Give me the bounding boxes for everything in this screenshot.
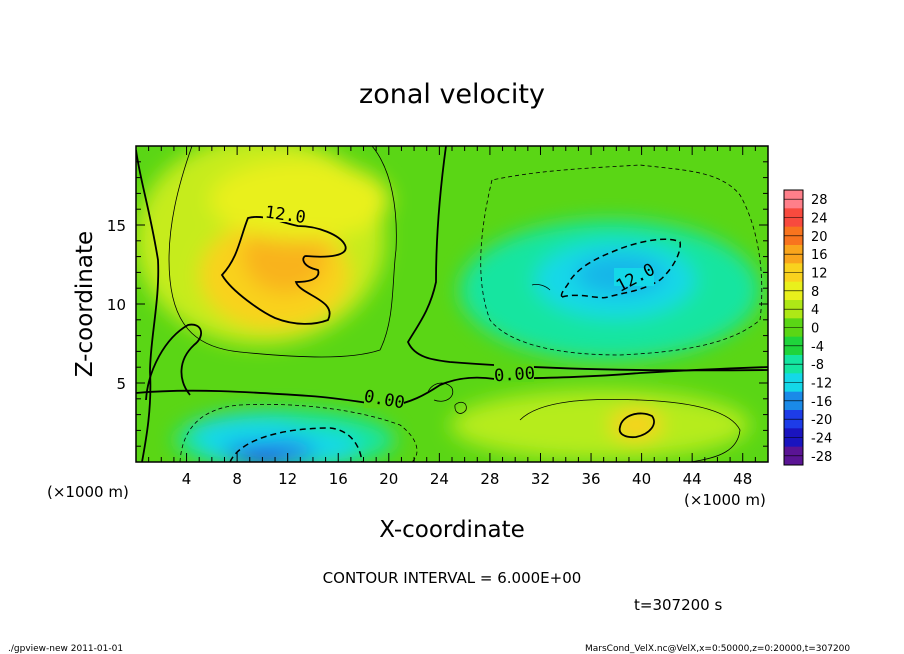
chart-title: zonal velocity	[359, 79, 545, 110]
x-tick-label: 28	[480, 470, 499, 488]
field-blob	[190, 416, 300, 444]
contour-neg12-lower	[229, 427, 363, 462]
contour-label-0-right: 0.00	[493, 364, 535, 387]
colorbar-label: -4	[811, 340, 824, 355]
contour-12-positive	[220, 216, 347, 325]
x-tick-label: 24	[430, 470, 449, 488]
x-tick-label: 4	[182, 470, 192, 488]
colorbar-label: 20	[811, 230, 828, 245]
contour-0-inner-loop	[145, 323, 202, 401]
x-axis-label: X-coordinate	[379, 517, 525, 543]
x-tick-label: 48	[733, 470, 752, 488]
contour-12-negative	[560, 238, 681, 299]
x-tick-label: 8	[232, 470, 242, 488]
x-units-label: (×1000 m)	[47, 483, 129, 501]
footer-left: ./gpview-new 2011-01-01	[8, 644, 123, 654]
contour-small-wiggles	[427, 283, 551, 414]
contour-label-background	[364, 390, 404, 408]
colorbar-label: 12	[811, 267, 828, 282]
colorbar-label: 0	[811, 322, 819, 337]
field-blob	[210, 160, 390, 240]
x-tick-label: 20	[379, 470, 398, 488]
y-axis-label: Z-coordinate	[72, 231, 98, 377]
contour-label-background	[614, 268, 654, 286]
contour-labels: 12.0 12.0 0.00 0.00	[263, 203, 659, 413]
contour-12-positive-small	[618, 412, 655, 439]
contour-neg6-lower	[179, 403, 418, 462]
colorbar-label: 16	[811, 248, 828, 263]
x-tick-label: 16	[329, 470, 348, 488]
colorbar-label: -16	[811, 395, 832, 410]
plot-area: 12.0 12.0 0.00 0.00	[136, 146, 768, 462]
colorbar-label: -24	[811, 432, 832, 447]
y-tick-label: 5	[116, 375, 126, 393]
y-axis-ticks: 5 10 15	[107, 161, 768, 447]
contour-0-vertical	[406, 146, 768, 372]
colorbar-label: 28	[811, 193, 828, 208]
contour-neg6-outline	[480, 164, 763, 356]
contour-label-background	[263, 204, 303, 222]
contour-interval-label: CONTOUR INTERVAL = 6.000E+00	[323, 569, 582, 587]
contour-lines	[136, 146, 768, 462]
colorbar-label: 4	[811, 303, 819, 318]
contour-label-background	[494, 364, 534, 382]
y-units-label: (×1000 m)	[684, 491, 766, 509]
x-tick-label: 12	[278, 470, 297, 488]
field-blob	[240, 449, 284, 462]
contour-6-outline	[168, 146, 397, 358]
colorbar-label: 8	[811, 285, 819, 300]
time-label: t=307200 s	[634, 596, 722, 614]
colorbar-label: -8	[811, 358, 824, 373]
x-tick-label: 32	[531, 470, 550, 488]
y-tick-label: 15	[107, 217, 126, 235]
x-tick-label: 44	[683, 470, 702, 488]
x-axis-ticks: 4 8 12 16 20 24 28 32 36 40 44 48	[148, 146, 756, 488]
field-blob	[450, 390, 750, 460]
colorbar-label: -20	[811, 413, 832, 428]
contour-0-left-arm	[136, 149, 160, 462]
x-tick-label: 36	[581, 470, 600, 488]
x-tick-label: 40	[632, 470, 651, 488]
colorbar-label: 24	[811, 212, 828, 227]
colorbar-label: -12	[811, 377, 832, 392]
footer-right: MarsCond_VelX.nc@VelX,x=0:50000,z=0:2000…	[585, 644, 850, 654]
field-blob	[610, 409, 662, 441]
y-tick-label: 10	[107, 296, 126, 314]
colorbar: 28 24 20 16 12 8 4 0 -4 -8 -12 -16 -20 -24 -28	[783, 189, 832, 466]
contour-0-horizontal	[136, 366, 768, 407]
colorbar-label: -28	[811, 450, 832, 465]
contour-6-lower-right	[519, 398, 741, 462]
